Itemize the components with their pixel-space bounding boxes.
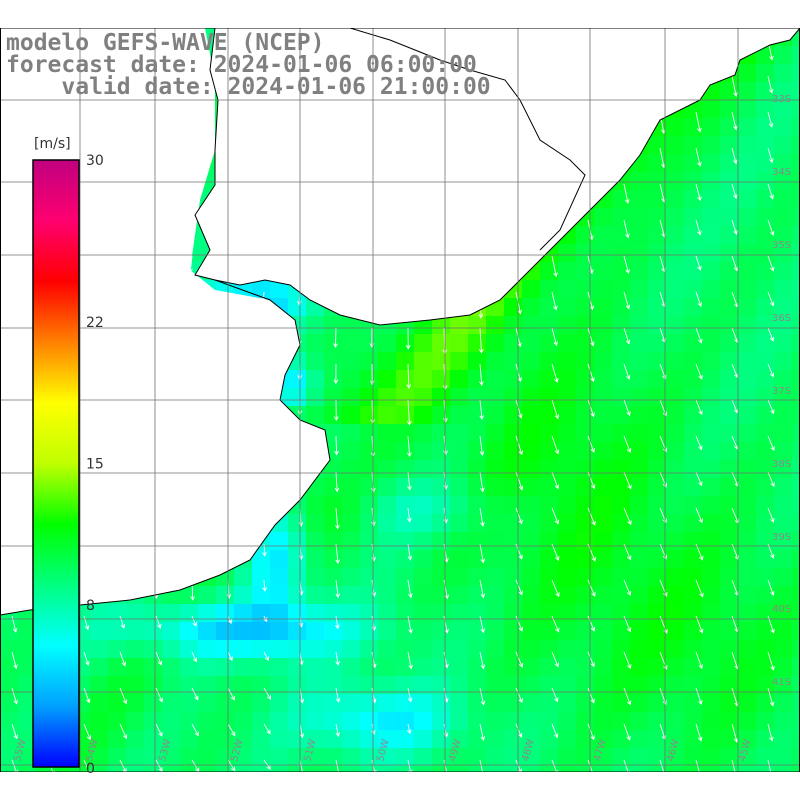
forecast-date: forecast date: 2024-01-06 06:00:00 — [6, 52, 477, 78]
lat-label-35S: 35S — [772, 240, 791, 251]
land-mask — [0, 28, 800, 616]
lat-label-39S: 39S — [772, 532, 791, 543]
lat-label-41S: 41S — [772, 677, 791, 688]
lat-label-37S: 37S — [772, 386, 791, 397]
colorbar-tick-0: 0 — [86, 761, 95, 777]
argentina-land — [0, 28, 330, 615]
coastline — [194, 28, 800, 326]
colorbar: [m/s] 30 22 15 8 0 — [32, 136, 104, 777]
colorbar-tick-30: 30 — [86, 153, 104, 169]
valid-date: valid date: 2024-01-06 21:00:00 — [6, 74, 491, 100]
uruguay-land — [195, 28, 800, 325]
colorbar-tick-8: 8 — [86, 598, 95, 614]
lat-label-38S: 38S — [772, 459, 791, 470]
colorbar-bar — [32, 159, 80, 768]
lat-label-40S: 40S — [772, 604, 791, 615]
model-title: modelo GEFS-WAVE (NCEP) — [6, 30, 325, 56]
lat-label-34S: 34S — [772, 167, 791, 178]
colorbar-tick-15: 15 — [86, 457, 104, 473]
coastline-south — [0, 279, 331, 616]
lat-label-36S: 36S — [772, 313, 791, 324]
colorbar-unit: [m/s] — [34, 136, 71, 152]
lat-label-33S: 33S — [772, 94, 791, 105]
colorbar-tick-22: 22 — [86, 315, 104, 331]
